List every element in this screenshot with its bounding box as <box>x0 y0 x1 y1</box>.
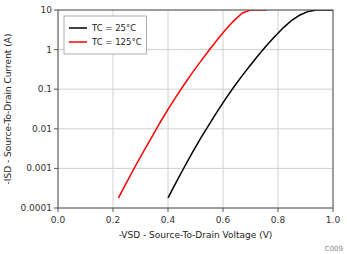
tick <box>54 208 58 209</box>
tick <box>168 208 169 212</box>
tick <box>58 208 59 212</box>
legend-box <box>64 16 147 54</box>
grid-line <box>58 128 333 129</box>
tick-label: 0.8 <box>271 215 286 225</box>
tick-label: 0.0 <box>51 215 66 225</box>
series-line <box>168 10 333 198</box>
x-axis-label: -VSD - Source-To-Drain Voltage (V) <box>119 230 273 240</box>
tick <box>223 208 224 212</box>
series-group <box>119 10 334 198</box>
watermark: C009 <box>325 245 343 253</box>
tick-label: 0.6 <box>216 215 231 225</box>
chart: 0.0 0.2 0.4 0.6 0.8 1.0 0.0001 0.001 0.01 0.1 1 10 -… <box>0 0 347 254</box>
tick-label: 0.0001 <box>21 203 53 213</box>
tick-label: 0.001 <box>26 163 52 173</box>
tick-label: 0.2 <box>106 215 120 225</box>
grid-line <box>58 168 333 169</box>
legend-swatch <box>69 41 87 43</box>
tick-label: 1.0 <box>326 215 341 225</box>
grid-line <box>278 10 279 208</box>
tick <box>278 208 279 212</box>
legend-label: TC = 125°C <box>91 37 142 47</box>
tick-label: 1 <box>46 45 52 55</box>
tick <box>54 49 58 50</box>
legend-swatch <box>69 27 87 29</box>
plot-background <box>58 10 333 208</box>
y-axis-label: -ISD - Source-To-Drain Current (A) <box>3 34 13 185</box>
plot-frame <box>58 10 333 208</box>
axes: 0.0 0.2 0.4 0.6 0.8 1.0 0.0001 0.001 0.01 0.1 1 10 <box>21 5 341 225</box>
tick-label: 0.1 <box>38 84 52 94</box>
tick <box>54 168 58 169</box>
grid-line <box>58 89 333 90</box>
grid-line <box>223 10 224 208</box>
grid <box>58 10 333 208</box>
tick <box>54 89 58 90</box>
tick-label: 0.01 <box>32 124 52 134</box>
tick <box>333 208 334 212</box>
tick <box>113 208 114 212</box>
tick <box>54 128 58 129</box>
legend: TC = 25°C TC = 125°C <box>64 16 147 54</box>
tick-label: 10 <box>41 5 53 15</box>
legend-label: TC = 25°C <box>91 23 136 33</box>
tick <box>54 10 58 11</box>
tick-label: 0.4 <box>161 215 176 225</box>
